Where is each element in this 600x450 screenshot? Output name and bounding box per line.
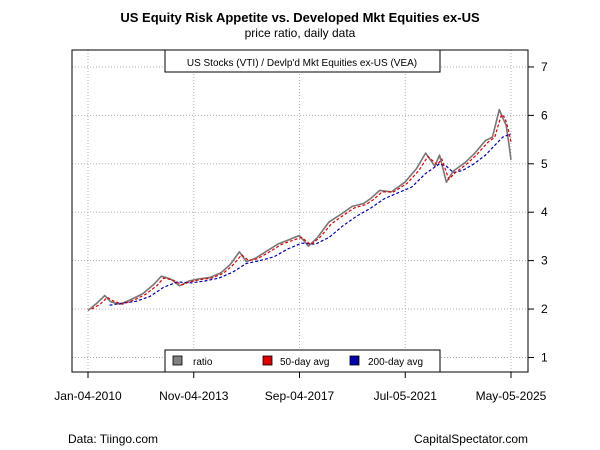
x-tick-label: Jul-05-2021 [374,389,438,403]
x-tick-label: Sep-04-2017 [265,389,335,403]
chart-subtitle: price ratio, daily data [244,26,356,40]
legend-swatch-200-day [349,355,360,366]
legend-swatch-50-day [262,355,273,366]
chart-title: US Equity Risk Appetite vs. Developed Mk… [120,10,480,25]
grid [72,50,528,372]
footer-source: Data: Tiingo.com [68,432,159,446]
x-tick-label: Nov-04-2013 [159,389,229,403]
series-group [87,108,512,312]
legend-label-200-day: 200-day avg [368,357,423,368]
y-tick-label: 1 [541,350,548,364]
y-tick-label: 3 [541,254,548,268]
y-tick-label: 6 [541,108,548,122]
series-line-ratio [87,108,512,312]
y-tick-label: 4 [541,205,548,219]
legend-label-ratio: ratio [193,357,213,368]
legend: ratio 50-day avg 200-day avg [164,349,441,373]
legend-label-50-day: 50-day avg [280,357,329,368]
series-line-200-day-avg [109,133,512,306]
legend-swatch-ratio [172,355,183,366]
footer-site: CapitalSpectator.com [413,432,528,446]
y-tick-label: 5 [541,157,548,171]
y-axis: 1 2 3 4 5 6 7 [528,60,548,364]
x-tick-label: May-05-2025 [476,389,547,403]
x-axis: Jan-04-2010 Nov-04-2013 Sep-04-2017 Jul-05-… [54,372,547,403]
y-tick-label: 7 [541,60,548,74]
series-line-50-day-avg [91,113,512,310]
x-tick-label: Jan-04-2010 [54,389,122,403]
annotation-text: US Stocks (VTI) / Devlp'd Mkt Equities e… [187,58,417,69]
y-tick-label: 2 [541,302,548,316]
annotation-box: US Stocks (VTI) / Devlp'd Mkt Equities e… [164,49,441,73]
